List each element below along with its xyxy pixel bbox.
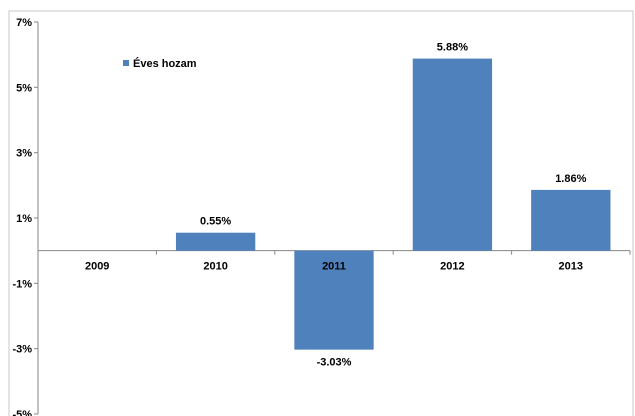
- legend: Éves hozam: [123, 57, 197, 70]
- bars: [175, 58, 611, 350]
- x-tick-label: 2012: [440, 261, 464, 273]
- legend-label: Éves hozam: [133, 57, 197, 70]
- data-label: 5.88%: [437, 42, 468, 54]
- data-label: -3.03%: [317, 357, 352, 369]
- y-tick-label: 1%: [16, 213, 32, 225]
- y-tick-label: -5%: [12, 409, 32, 416]
- y-tick-label: -1%: [12, 278, 32, 290]
- data-label: 0.55%: [200, 216, 231, 228]
- data-labels: 0.55% -3.03% 5.88% 1.86%: [200, 42, 587, 369]
- y-axis-ticks: 7% 5% 3% 1% -1% -3% -5%: [12, 17, 38, 416]
- x-axis-labels: 2009 2010 2011 2012 2013: [37, 250, 631, 273]
- bar-2011: [294, 250, 374, 350]
- x-tick-label: 2011: [322, 261, 346, 273]
- bar-2012: [412, 58, 493, 251]
- bar-2010: [175, 232, 256, 251]
- data-label: 1.86%: [555, 173, 586, 185]
- x-tick-label: 2013: [559, 261, 583, 273]
- y-tick-label: 3%: [16, 148, 32, 160]
- chart-frame: [8, 10, 634, 416]
- x-tick-label: 2009: [85, 261, 109, 273]
- y-tick-label: -3%: [12, 344, 32, 356]
- legend-swatch: [123, 60, 129, 66]
- y-tick-label: 5%: [16, 82, 32, 94]
- y-tick-label: 7%: [16, 17, 32, 29]
- bar-2013: [531, 189, 611, 251]
- x-tick-label: 2010: [203, 261, 227, 273]
